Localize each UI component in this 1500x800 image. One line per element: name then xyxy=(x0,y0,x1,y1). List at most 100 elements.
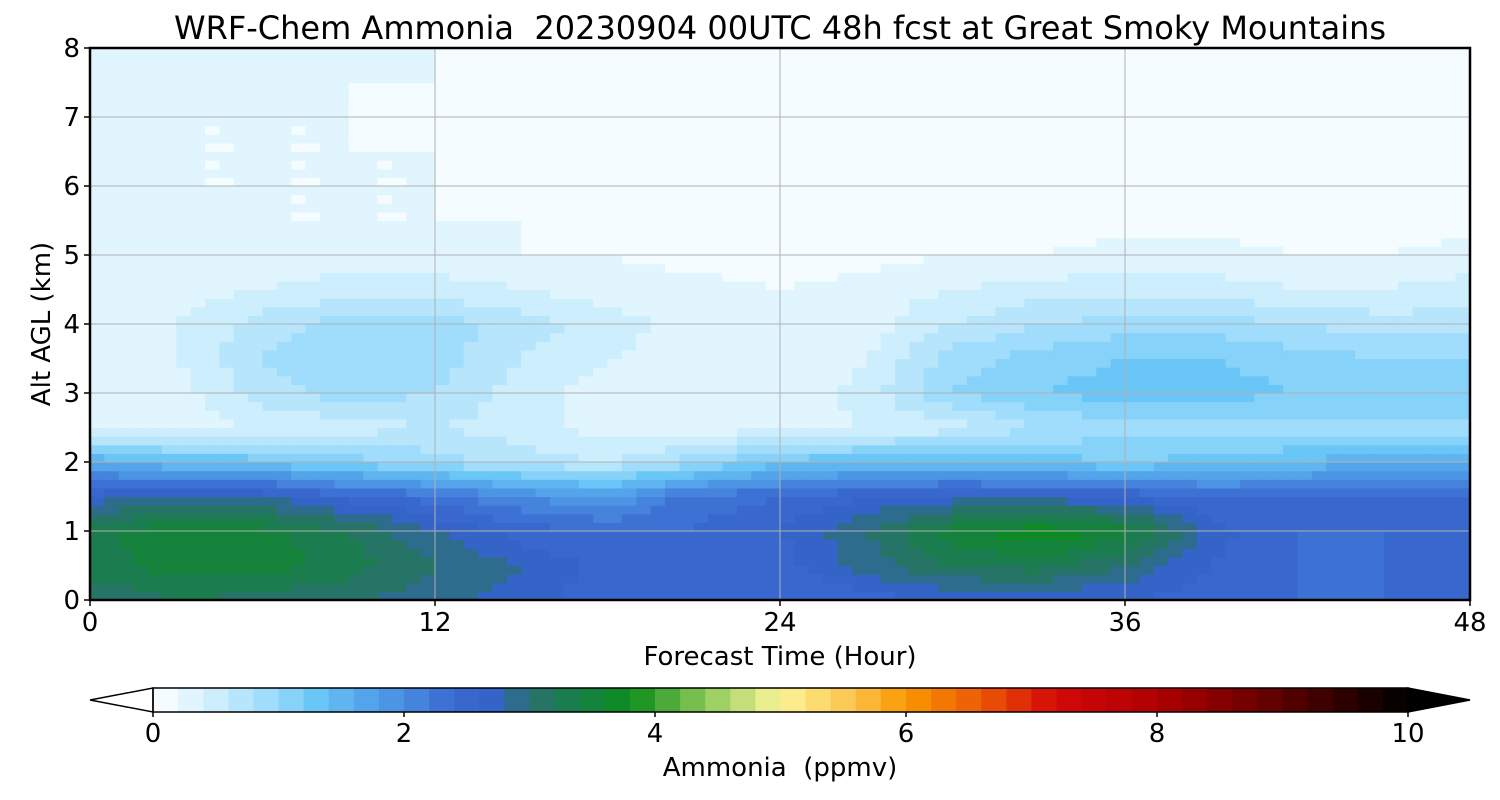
field-cell xyxy=(1340,168,1356,178)
field-cell xyxy=(1110,418,1126,429)
field-cell xyxy=(866,505,882,515)
field-cell xyxy=(1182,548,1198,558)
field-cell xyxy=(334,315,350,325)
field-cell xyxy=(578,462,594,472)
field-cell xyxy=(190,280,206,291)
field-cell xyxy=(276,582,292,592)
field-cell xyxy=(1311,315,1327,325)
field-cell xyxy=(1182,531,1198,541)
field-cell xyxy=(161,168,177,178)
field-cell xyxy=(923,168,939,178)
field-cell xyxy=(665,324,680,334)
field-cell xyxy=(320,349,335,360)
field-cell xyxy=(305,565,321,575)
field-cell xyxy=(650,582,666,592)
field-cell xyxy=(1038,237,1054,247)
field-cell xyxy=(478,280,494,291)
field-cell xyxy=(895,513,910,523)
field-cell xyxy=(233,496,249,506)
field-cell xyxy=(1053,565,1069,575)
field-cell xyxy=(578,315,594,325)
field-cell xyxy=(147,237,163,247)
field-cell xyxy=(1426,177,1442,187)
field-cell xyxy=(765,513,781,523)
field-cell xyxy=(1441,462,1457,472)
field-cell xyxy=(1081,211,1097,222)
field-cell xyxy=(1024,487,1040,498)
field-cell xyxy=(1153,186,1169,196)
field-cell xyxy=(564,246,580,256)
field-cell xyxy=(276,272,292,282)
field-cell xyxy=(866,470,882,480)
field-cell xyxy=(334,349,350,360)
field-cell xyxy=(233,565,249,575)
field-cell xyxy=(550,324,565,334)
field-cell xyxy=(1139,229,1155,239)
field-cell xyxy=(1455,220,1471,230)
field-cell xyxy=(593,427,609,437)
field-cell xyxy=(765,384,781,394)
field-cell xyxy=(320,462,335,472)
field-cell xyxy=(262,194,278,204)
field-cell xyxy=(133,177,149,187)
field-cell xyxy=(1139,151,1155,161)
field-cell xyxy=(233,289,249,299)
field-cell xyxy=(420,306,436,316)
field-cell xyxy=(535,574,551,584)
field-cell xyxy=(1010,306,1025,316)
field-cell xyxy=(406,393,422,403)
field-cell xyxy=(895,332,910,342)
field-cell xyxy=(377,539,393,549)
field-cell xyxy=(837,522,853,532)
field-cell xyxy=(1010,470,1025,480)
field-cell xyxy=(923,358,939,368)
field-cell xyxy=(406,246,422,256)
field-cell xyxy=(1340,427,1356,437)
field-cell xyxy=(650,522,666,532)
field-cell xyxy=(1139,341,1155,351)
field-cell xyxy=(233,211,249,222)
field-cell xyxy=(1196,436,1212,446)
field-cell xyxy=(219,487,235,498)
field-cell xyxy=(866,393,882,403)
field-cell xyxy=(1254,186,1270,196)
field-cell xyxy=(435,487,450,498)
field-cell xyxy=(377,453,393,463)
chart-title: WRF-Chem Ammonia 20230904 00UTC 48h fcst… xyxy=(174,9,1386,47)
field-cell xyxy=(966,246,982,256)
field-cell xyxy=(420,246,436,256)
field-cell xyxy=(535,479,551,489)
field-cell xyxy=(90,548,105,558)
field-cell xyxy=(291,444,307,454)
field-cell xyxy=(550,211,565,222)
field-cell xyxy=(1326,505,1342,515)
field-cell xyxy=(808,263,824,273)
field-cell xyxy=(1153,272,1169,282)
field-cell xyxy=(823,522,839,532)
field-cell xyxy=(248,349,264,360)
field-cell xyxy=(837,548,853,558)
field-cell xyxy=(1355,332,1370,342)
field-cell xyxy=(722,289,738,299)
field-cell xyxy=(1081,375,1097,385)
field-cell xyxy=(1182,453,1198,463)
field-cell xyxy=(133,341,149,351)
field-cell xyxy=(233,332,249,342)
field-cell xyxy=(435,298,450,308)
field-cell xyxy=(435,565,450,575)
field-cell xyxy=(406,289,422,299)
field-cell xyxy=(161,401,177,411)
field-cell xyxy=(233,272,249,282)
field-cell xyxy=(161,272,177,282)
field-cell xyxy=(535,246,551,256)
field-cell xyxy=(305,263,321,273)
field-cell xyxy=(880,211,896,222)
field-cell xyxy=(1311,487,1327,498)
field-cell xyxy=(564,548,580,558)
field-cell xyxy=(506,358,522,368)
field-cell xyxy=(1240,315,1255,325)
field-cell xyxy=(1369,367,1385,377)
field-cell xyxy=(1369,341,1385,351)
field-cell xyxy=(535,453,551,463)
field-cell xyxy=(1139,332,1155,342)
